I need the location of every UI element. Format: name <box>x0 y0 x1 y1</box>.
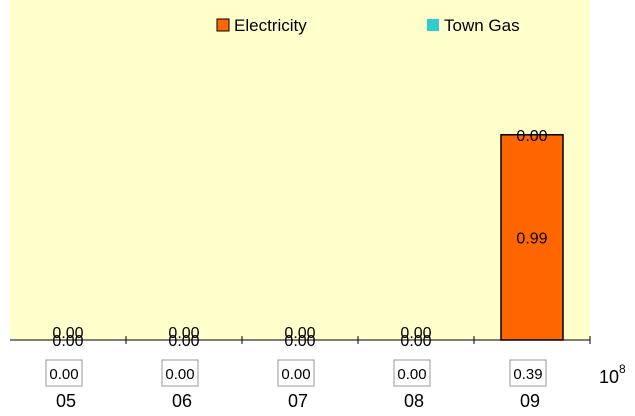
category-label-06: 06 <box>172 391 192 411</box>
total-box-09 <box>509 359 547 387</box>
legend-swatch-electricity <box>216 18 230 32</box>
total-label-07: 0.00 <box>281 366 310 383</box>
category-label-05: 05 <box>56 391 76 411</box>
total-label-05: 0.00 <box>49 366 78 383</box>
value-label-electricity-09: 0.99 <box>516 230 547 247</box>
value-label-town-gas-09: 0.00 <box>516 128 547 145</box>
value-label-electricity-05: 0.00 <box>52 325 83 342</box>
total-label-06: 0.00 <box>165 366 194 383</box>
unit-exponent: 8 <box>619 362 626 376</box>
legend: Electricity Town Gas <box>216 16 520 35</box>
legend-label-town-gas: Town Gas <box>444 16 520 35</box>
value-label-electricity-07: 0.00 <box>284 325 315 342</box>
category-label-07: 07 <box>288 391 308 411</box>
category-label-09: 09 <box>520 391 540 411</box>
total-box-05 <box>45 359 83 387</box>
total-label-08: 0.00 <box>397 366 426 383</box>
category-label-08: 08 <box>404 391 424 411</box>
value-label-town-gas-08: 0.00 <box>400 333 431 350</box>
bar-electricity-09 <box>500 134 564 341</box>
total-box-06 <box>161 359 199 387</box>
unit-label: 10 8 <box>599 362 626 387</box>
plot-area <box>10 0 590 340</box>
value-label-town-gas-07: 0.00 <box>284 333 315 350</box>
legend-swatch-town-gas <box>427 19 439 31</box>
total-label-09: 0.39 <box>513 366 542 383</box>
total-box-07 <box>277 359 315 387</box>
total-box-08 <box>393 359 431 387</box>
value-label-town-gas-05: 0.00 <box>52 333 83 350</box>
legend-label-electricity: Electricity <box>234 16 307 35</box>
value-label-town-gas-06: 0.00 <box>168 333 199 350</box>
value-label-electricity-06: 0.00 <box>168 325 199 342</box>
value-label-electricity-08: 0.00 <box>400 325 431 342</box>
unit-base: 10 <box>599 367 619 387</box>
